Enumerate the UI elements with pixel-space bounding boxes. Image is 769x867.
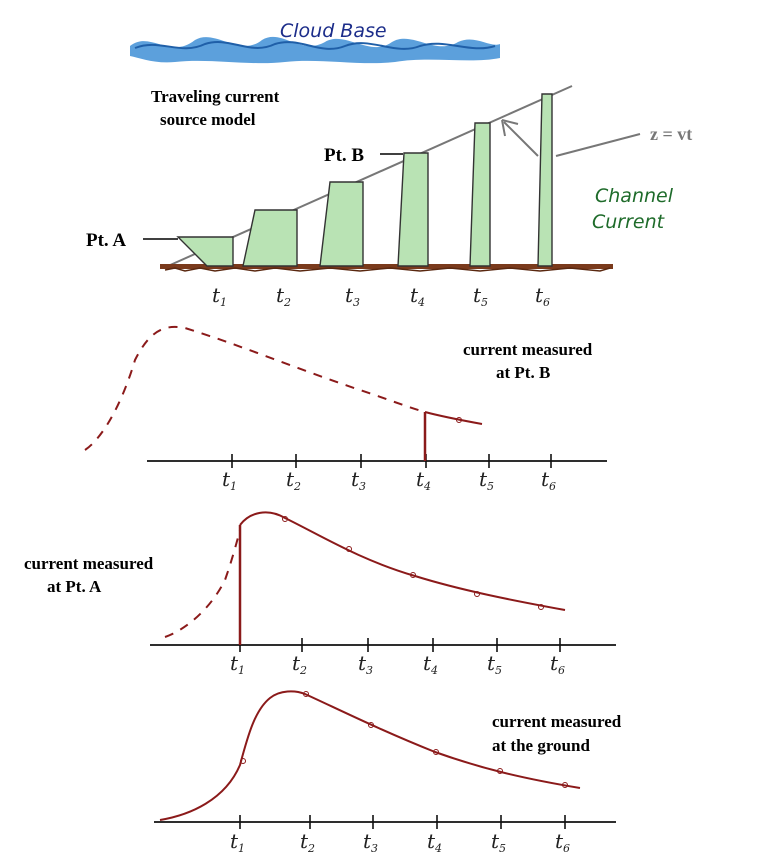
time-label-t3: t3 [351, 467, 366, 493]
dashed-curve-pt-a [164, 529, 241, 638]
panel2-label-line2: at Pt. A [47, 577, 102, 596]
channel-label-line2: Current [592, 211, 666, 233]
time-labels-pt-b: t1 t2 t3 t4 t5 t6 [222, 467, 556, 493]
model-title-line1: Traveling current [151, 87, 280, 106]
time-labels-pt-a: t1 t2 t3 t4 t5 t6 [230, 651, 565, 677]
curve-pt-a [239, 511, 566, 611]
time-label-t4: t4 [416, 467, 431, 493]
panel1-label-line2: at Pt. B [496, 363, 550, 382]
column-t4 [397, 152, 429, 267]
time-label-t4: t4 [423, 651, 438, 677]
ground [160, 264, 613, 272]
time-label-t3: t3 [358, 651, 373, 677]
model-title-line2: source model [160, 110, 256, 129]
ticks-ground [239, 815, 566, 829]
time-label-t4: t4 [427, 829, 442, 855]
column-t6 [537, 93, 553, 267]
time-label-t6: t6 [555, 829, 570, 855]
time-label-t6: t6 [535, 283, 550, 309]
time-label-t2: t2 [276, 283, 291, 309]
curve-ground [159, 690, 581, 821]
time-label-t4: t4 [410, 283, 425, 309]
panel-ground: current measured at the ground t1 t2 t3 t4 t… [154, 690, 622, 855]
time-label-t2: t2 [300, 829, 315, 855]
time-label-t1: t1 [230, 651, 245, 677]
time-label-t2: t2 [292, 651, 307, 677]
model-time-labels: t1 t2 t3 t4 t5 t6 [212, 283, 550, 309]
time-label-t3: t3 [345, 283, 360, 309]
panel3-label-line2: at the ground [492, 736, 590, 755]
dashed-curve-pt-b [84, 325, 426, 451]
current-columns [176, 93, 553, 267]
propagation-line [167, 85, 573, 267]
pt-b-label: Pt. B [324, 145, 364, 166]
time-label-t5: t5 [473, 283, 488, 309]
cloud-base-label: Cloud Base [280, 20, 387, 42]
panel3-label-line1: current measured [492, 712, 622, 731]
time-label-t5: t5 [491, 829, 506, 855]
panel-pt-a: current measured at Pt. A t1 t2 t3 t4 t5 t6 [24, 511, 616, 677]
arrow-icon [501, 119, 539, 157]
curve-pt-b [424, 411, 483, 425]
time-label-t1: t1 [222, 467, 237, 493]
channel-label-line1: Channel [595, 185, 674, 207]
time-labels-ground: t1 t2 t3 t4 t5 t6 [230, 829, 570, 855]
panel1-label-line1: current measured [463, 340, 593, 359]
time-label-t5: t5 [487, 651, 502, 677]
time-label-t1: t1 [212, 283, 227, 309]
cloud-base [130, 36, 500, 64]
time-label-t1: t1 [230, 829, 245, 855]
z-vt-leader [555, 133, 641, 157]
pt-a-label: Pt. A [86, 230, 126, 251]
time-label-t5: t5 [479, 467, 494, 493]
panel-pt-b: current measured at Pt. B t1 t2 t3 t4 t5 t6 [84, 325, 607, 493]
panel2-label-line1: current measured [24, 554, 154, 573]
column-t3 [319, 181, 364, 267]
z-vt-label: z = vt [650, 124, 692, 144]
column-t5 [469, 122, 491, 267]
time-label-t3: t3 [363, 829, 378, 855]
column-t1 [176, 236, 234, 267]
time-label-t6: t6 [541, 467, 556, 493]
time-label-t2: t2 [286, 467, 301, 493]
column-t2 [242, 209, 298, 267]
time-label-t6: t6 [550, 651, 565, 677]
